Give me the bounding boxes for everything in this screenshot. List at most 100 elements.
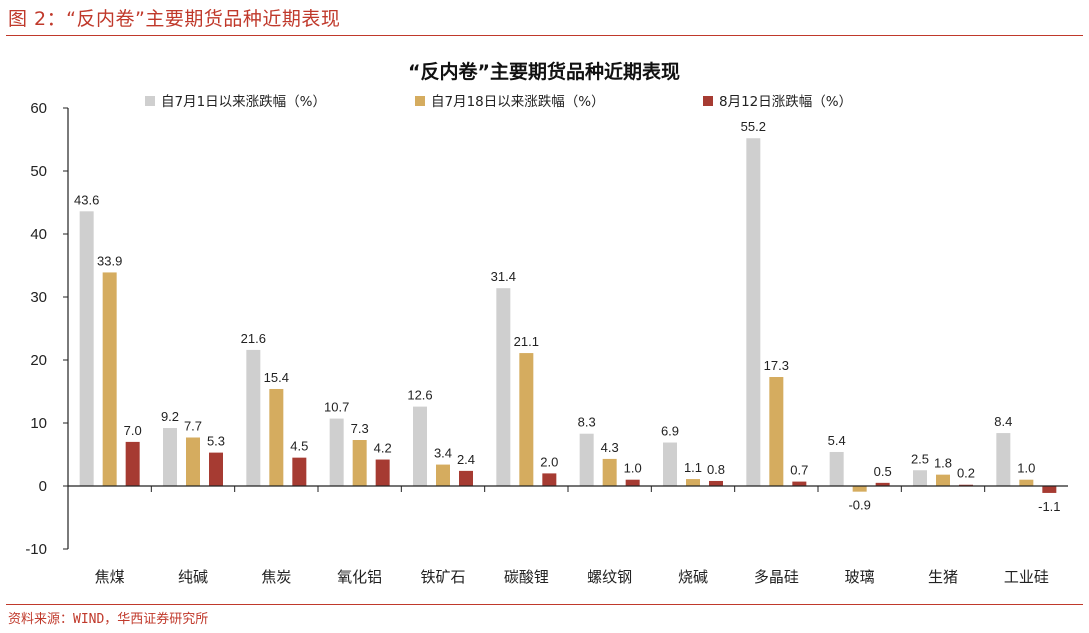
legend-swatch — [145, 96, 155, 106]
data-label: 10.7 — [324, 400, 349, 415]
data-label: 8.4 — [994, 414, 1012, 429]
data-label: 0.5 — [874, 464, 892, 479]
y-tick-label: 10 — [30, 415, 47, 432]
bar-2 — [1019, 479, 1034, 486]
data-label: -0.9 — [848, 498, 870, 513]
data-label: 31.4 — [491, 269, 516, 284]
y-axis: -10 0 10 20 30 40 50 60 — [25, 100, 69, 558]
bar-2 — [352, 440, 367, 486]
bar-3 — [459, 470, 473, 486]
bar-2 — [769, 377, 784, 486]
category-label: 螺纹钢 — [587, 568, 632, 586]
category-label: 焦煤 — [95, 568, 125, 586]
legend-label: 8月12日涨跌幅（%） — [719, 94, 852, 110]
data-label: 1.8 — [934, 456, 952, 471]
y-tick-label: 40 — [30, 226, 47, 243]
data-label: 21.6 — [241, 331, 266, 346]
bar-1 — [496, 288, 511, 486]
data-labels: 43.6 33.9 7.0 9.2 7.7 5.3 21.6 15.4 4.5 10.77.3 4.… — [74, 119, 1061, 514]
bar-3 — [542, 473, 557, 486]
bar-1 — [746, 138, 761, 487]
bar-2 — [602, 458, 617, 486]
bar-3 — [375, 459, 390, 486]
data-label: 43.6 — [74, 192, 99, 207]
header-rule — [6, 35, 1083, 36]
data-label: 8.3 — [578, 415, 596, 430]
data-label: 0.7 — [790, 463, 808, 478]
bar-2 — [686, 479, 700, 486]
bar-2 — [852, 486, 867, 492]
category-label: 纯碱 — [178, 568, 208, 586]
category-label: 生猪 — [928, 568, 958, 586]
bar-3 — [792, 481, 807, 486]
category-label: 氧化铝 — [337, 568, 382, 586]
data-label: 33.9 — [97, 253, 122, 268]
bar-2 — [436, 464, 450, 486]
data-label: 4.3 — [601, 440, 619, 455]
data-label: 1.0 — [1017, 461, 1035, 476]
y-tick-label: 50 — [30, 163, 47, 180]
x-axis: 焦煤 纯碱 焦炭 氧化铝 铁矿石 碳酸锂 螺纹钢 烧碱 多晶硅 玻璃 生猪 工业硅 — [68, 485, 1068, 586]
bar-2 — [186, 437, 200, 486]
bar-1 — [829, 451, 844, 486]
bar-3 — [125, 441, 140, 486]
y-tick-label: -10 — [25, 541, 47, 558]
bar-2 — [102, 272, 117, 486]
category-label: 工业硅 — [1004, 568, 1049, 586]
legend-swatch — [703, 96, 713, 106]
bar-1 — [329, 418, 344, 486]
y-tick-label: 20 — [30, 352, 47, 369]
legend-swatch — [415, 96, 425, 106]
data-label: 7.7 — [184, 418, 202, 433]
chart-title: “反内卷”主要期货品种近期表现 — [408, 60, 680, 83]
bar-2 — [936, 474, 950, 486]
category-label: 焦炭 — [261, 568, 291, 586]
category-label: 铁矿石 — [420, 568, 465, 586]
y-tick-label: 0 — [39, 478, 47, 495]
bar-2 — [519, 353, 534, 486]
bars — [79, 138, 1057, 493]
bar-1 — [246, 349, 261, 486]
figure-caption: 图 2：“反内卷”主要期货品种近期表现 — [8, 8, 341, 30]
data-label: -1.1 — [1038, 499, 1060, 514]
y-tick-label: 30 — [30, 289, 47, 306]
bar-3 — [709, 480, 723, 486]
data-label: 0.8 — [707, 462, 725, 477]
data-label: 4.2 — [374, 441, 392, 456]
bar-3 — [875, 482, 890, 486]
data-label: 9.2 — [161, 409, 179, 424]
data-label: 2.5 — [911, 451, 929, 466]
category-label: 碳酸锂 — [504, 568, 549, 586]
data-label: 3.4 — [434, 446, 452, 461]
data-label: 17.3 — [764, 358, 789, 373]
category-label: 多晶硅 — [754, 568, 799, 586]
data-label: 7.3 — [351, 421, 369, 436]
bar-3 — [1042, 486, 1057, 493]
bar-1 — [913, 470, 927, 486]
y-tick-label: 60 — [30, 100, 47, 117]
data-label: 6.9 — [661, 424, 679, 439]
data-label: 21.1 — [514, 334, 539, 349]
bar-1 — [579, 433, 594, 486]
category-label: 玻璃 — [845, 568, 875, 586]
bar-1 — [79, 211, 94, 486]
bar-3 — [625, 479, 640, 486]
data-label: 1.0 — [624, 461, 642, 476]
data-label: 0.2 — [957, 466, 975, 481]
bar-3 — [959, 484, 973, 486]
legend: 自7月1日以来涨跌幅（%） 自7月18日以来涨跌幅（%） 8月12日涨跌幅（%） — [145, 94, 852, 110]
footer-rule — [6, 604, 1083, 605]
bar-2 — [269, 388, 284, 486]
data-label: 15.4 — [264, 370, 289, 385]
data-label: 2.0 — [540, 454, 558, 469]
legend-label: 自7月1日以来涨跌幅（%） — [161, 94, 326, 110]
category-label: 烧碱 — [678, 568, 708, 586]
bar-3 — [209, 452, 223, 486]
data-label: 7.0 — [124, 423, 142, 438]
source-note: 资料来源：WIND，华西证券研究所 — [8, 612, 209, 627]
bar-1 — [663, 442, 677, 486]
data-label: 1.1 — [684, 460, 702, 475]
data-label: 4.5 — [290, 439, 308, 454]
data-label: 12.6 — [407, 388, 432, 403]
